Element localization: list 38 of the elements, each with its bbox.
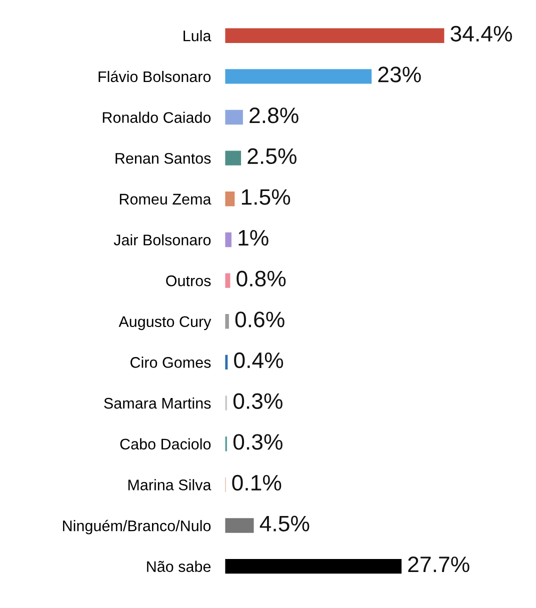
bar: [225, 69, 372, 84]
y-tick-label: Flávio Bolsonaro: [98, 70, 211, 82]
y-tick-label: Ciro Gomes: [130, 356, 211, 368]
data-label: 0.4%: [234, 352, 284, 368]
data-label: 1%: [238, 230, 268, 246]
y-tick-label: Lula: [184, 30, 212, 42]
bar: [225, 150, 242, 166]
bar: [225, 28, 444, 43]
data-label: 0.8%: [236, 270, 286, 287]
bar: [225, 273, 230, 288]
bar: [225, 518, 254, 533]
y-tick-label: Ninguém/Branco/Nulo: [63, 520, 211, 534]
bar: [225, 110, 243, 125]
bar: [225, 314, 229, 329]
data-label: 23%: [378, 66, 421, 82]
data-label: 2.5%: [248, 148, 296, 164]
data-label: 0.3%: [233, 393, 282, 409]
bar: [225, 192, 235, 206]
y-tick-label: Augusto Cury: [118, 316, 212, 330]
data-label: 0.6%: [235, 312, 284, 328]
y-tick-label: Jair Bolsonaro: [114, 234, 211, 246]
data-label: 2.8%: [250, 107, 298, 124]
y-tick-label: Ronaldo Caiado: [102, 112, 211, 123]
data-label: 1.5%: [242, 189, 290, 205]
y-tick-label: Marina Silva: [128, 479, 212, 490]
data-label: 34.4%: [450, 26, 512, 42]
y-tick-label: Romeu Zema: [120, 194, 212, 205]
y-tick-label: Não sabe: [147, 560, 211, 572]
bar: [225, 558, 402, 574]
data-label: 0.1%: [232, 474, 282, 491]
y-tick-label: Outros: [166, 275, 211, 286]
bar: [225, 232, 232, 248]
data-label: 0.3%: [233, 434, 282, 450]
y-tick-label: Samara Martins: [104, 397, 211, 409]
y-tick-label: Renan Santos: [116, 152, 211, 164]
y-tick-label: Cabo Daciolo: [120, 438, 211, 450]
data-label: 27.7%: [408, 556, 470, 572]
data-label: 4.5%: [260, 516, 310, 532]
